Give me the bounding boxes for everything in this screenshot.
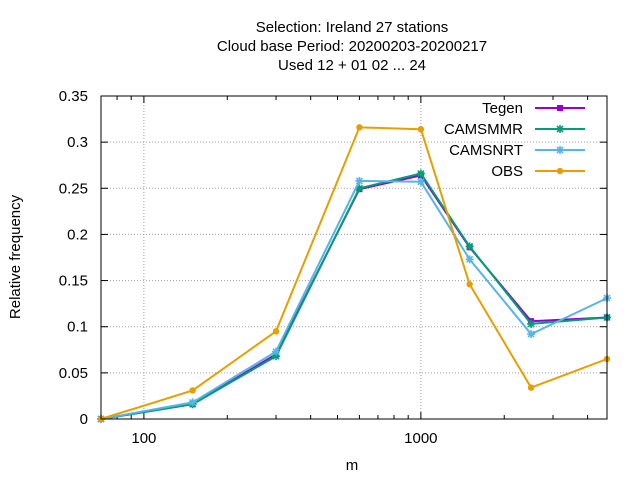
data-point: [355, 176, 364, 185]
legend-item: CAMSMMR: [444, 121, 585, 138]
legend-label: OBS: [491, 163, 523, 180]
series-line: [100, 179, 608, 420]
series-layer: [97, 124, 611, 423]
marker-dot: [558, 127, 562, 131]
circle-marker: [356, 124, 363, 131]
y-tick-label: 0.05: [59, 365, 88, 382]
square-marker: [557, 105, 563, 111]
marker-dot: [558, 148, 562, 152]
legend: Tegen CAMSMMR CAMSNRT OBS: [444, 100, 585, 180]
asterisk-marker: [416, 169, 425, 178]
marker-dot: [468, 257, 472, 261]
asterisk-marker: [556, 125, 564, 133]
marker-dot: [191, 400, 195, 404]
y-axis-ticks: 0 0.05 0.1 0.15 0.2 0.25 0.3 0.35: [59, 88, 607, 428]
plot-frame: [100, 95, 608, 420]
y-tick-label: 0.3: [67, 134, 88, 151]
data-point: [527, 319, 536, 328]
marker-dot: [468, 244, 472, 249]
legend-label: Tegen: [482, 100, 523, 117]
data-point: [272, 328, 280, 335]
data-point: [466, 281, 473, 288]
circle-marker: [556, 167, 564, 175]
circle-marker: [527, 384, 535, 391]
marker-dot: [274, 354, 278, 358]
y-tick-label: 0.2: [67, 226, 88, 243]
series-line: [100, 174, 608, 420]
legend-label: CAMSNRT: [449, 142, 523, 159]
asterisk-marker: [527, 319, 536, 328]
y-axis-label: Relative frequency: [7, 194, 24, 319]
asterisk-marker: [465, 255, 474, 264]
title-line-1: Selection: Ireland 27 stations: [256, 19, 449, 36]
asterisk-marker: [416, 177, 425, 186]
asterisk-marker: [556, 146, 564, 154]
x-axis-ticks: 100 1000: [116, 96, 589, 447]
circle-marker: [189, 387, 196, 394]
legend-item: OBS: [491, 163, 585, 180]
title-line-3: Used 12 + 01 02 ... 24: [278, 57, 426, 74]
grid: [101, 96, 607, 419]
circle-marker: [417, 126, 425, 133]
y-tick-label: 0.1: [67, 319, 88, 336]
circle-marker: [272, 328, 280, 335]
title-line-2: Cloud base Period: 20200203-20200217: [217, 38, 487, 55]
series-camsnrt: [97, 176, 611, 423]
asterisk-marker: [272, 347, 281, 356]
marker-dot: [274, 350, 278, 354]
asterisk-marker: [355, 176, 364, 185]
asterisk-marker: [465, 242, 474, 251]
asterisk-marker: [527, 330, 536, 339]
data-point: [356, 124, 363, 131]
x-axis-label: m: [346, 457, 359, 474]
x-tick-label: 1000: [404, 430, 437, 447]
marker-dot: [529, 322, 533, 326]
data-point: [416, 169, 425, 178]
chart-title: Selection: Ireland 27 stations Cloud bas…: [217, 19, 487, 74]
data-point: [465, 255, 474, 264]
marker-dot: [419, 171, 423, 176]
data-point: [189, 387, 196, 394]
series-camsmmr: [97, 169, 611, 423]
data-point: [272, 347, 281, 356]
y-tick-label: 0.25: [59, 180, 88, 197]
marker-dot: [529, 332, 533, 336]
series-line: [100, 172, 608, 420]
legend-label: CAMSMMR: [444, 121, 523, 138]
data-point: [527, 384, 535, 391]
marker-dot: [357, 186, 362, 190]
data-point: [465, 242, 474, 251]
series-line: [100, 126, 608, 420]
data-point: [416, 177, 425, 186]
y-tick-label: 0.15: [59, 273, 88, 290]
data-point: [417, 126, 425, 133]
marker-dot: [357, 179, 362, 183]
legend-item: CAMSNRT: [449, 142, 585, 159]
series-obs: [97, 124, 611, 423]
data-point: [188, 398, 197, 407]
x-tick-label: 100: [131, 430, 156, 447]
asterisk-marker: [188, 398, 197, 407]
series-tegen: [98, 172, 610, 422]
circle-marker: [466, 281, 473, 288]
legend-item: Tegen: [482, 100, 585, 117]
y-tick-label: 0: [80, 411, 88, 428]
y-tick-label: 0.35: [59, 88, 88, 105]
marker-dot: [419, 180, 423, 184]
data-point: [527, 330, 536, 339]
